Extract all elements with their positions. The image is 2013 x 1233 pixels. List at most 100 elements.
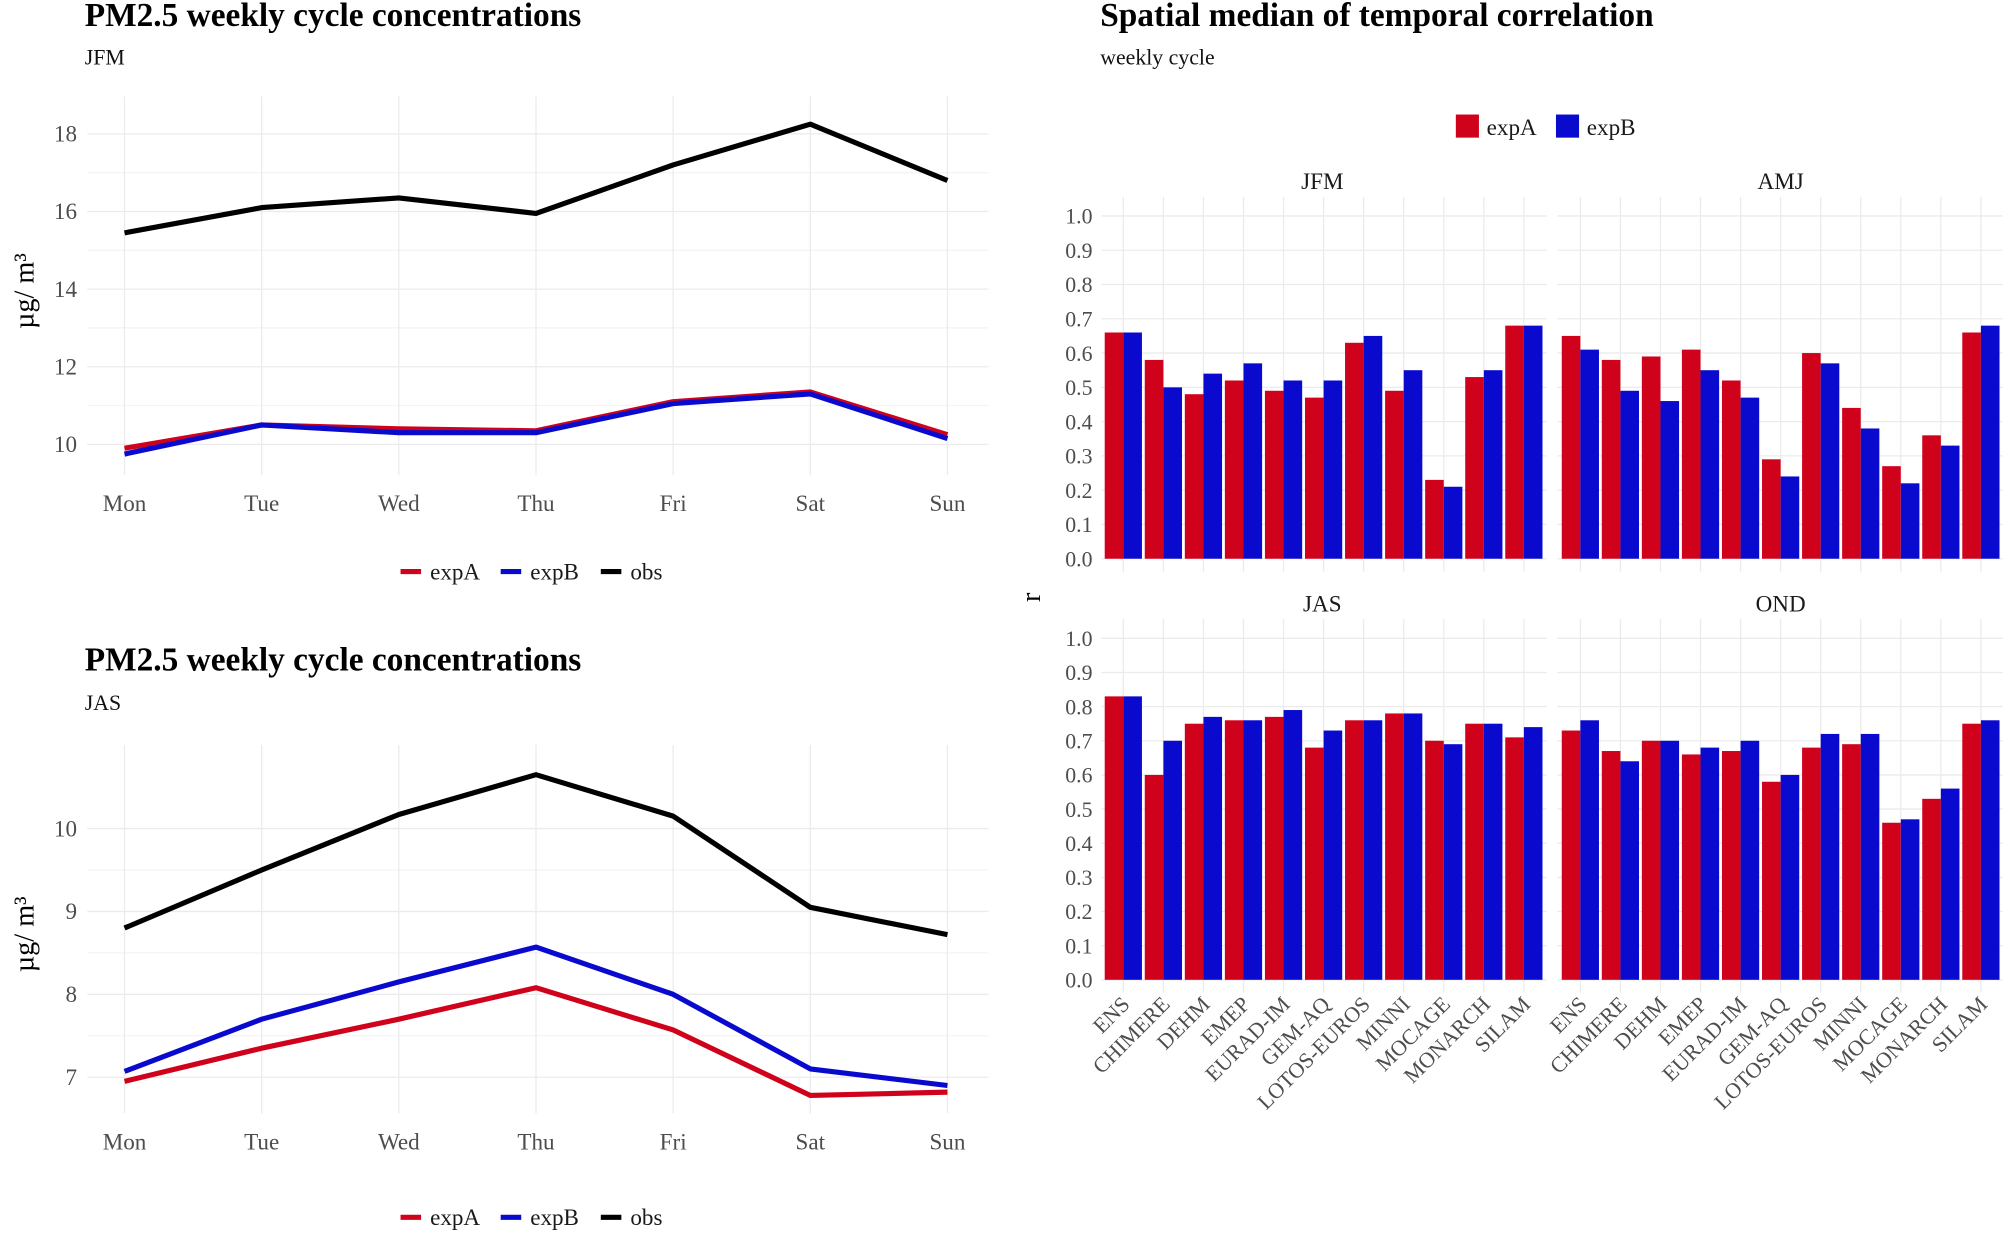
y-tick-label: 0.8	[1065, 695, 1092, 719]
y-tick-label: 0.7	[1065, 307, 1092, 331]
bar-expA	[1762, 459, 1781, 559]
y-tick-label: 0.4	[1065, 832, 1092, 856]
y-tick-label: 18	[54, 121, 77, 147]
bar-expA	[1802, 353, 1821, 559]
bar-expA	[1962, 723, 1981, 980]
bar-expA	[1681, 349, 1701, 559]
facet-strip-label: JFM	[1301, 168, 1343, 194]
bar-expB	[1700, 747, 1720, 980]
facet-strip-label: AMJ	[1758, 168, 1804, 194]
bar-expA	[1184, 394, 1204, 559]
bar-expA	[1465, 377, 1484, 559]
bar-expB	[1900, 483, 1920, 559]
bar-expA	[1882, 822, 1901, 980]
y-tick-label: 0.2	[1065, 900, 1092, 924]
bar-expB	[1243, 720, 1263, 980]
bar-expA	[1922, 798, 1941, 980]
y-tick-label: 0.0	[1065, 547, 1092, 571]
x-tick-label: Mon	[103, 490, 147, 516]
bar-expA	[1304, 397, 1324, 559]
chart-subtitle: JAS	[85, 691, 121, 715]
bar-expB	[1660, 401, 1680, 559]
bar-expB	[1363, 335, 1383, 559]
bar-expB	[1740, 397, 1760, 559]
bar-expB	[1780, 774, 1800, 980]
bar-expA	[1505, 325, 1524, 559]
x-tick-label: Fri	[660, 490, 687, 516]
bar-expA	[1922, 435, 1941, 559]
bar-expB	[1523, 727, 1543, 980]
line-chart-jas: PM2.5 weekly cycle concentrations JAS 7 8…	[9, 641, 989, 1230]
bar-expB	[1860, 733, 1880, 980]
legend-label-expB: expB	[530, 558, 579, 584]
bar-expB	[1940, 445, 1960, 559]
y-tick-label: 0.3	[1065, 866, 1092, 890]
y-tick-label: 0.7	[1065, 729, 1092, 753]
bar-expB	[1780, 476, 1800, 559]
legend-label-obs: obs	[630, 558, 662, 584]
bar-expB	[1580, 720, 1599, 980]
chart-subtitle: JFM	[85, 45, 125, 69]
bar-expA	[1721, 751, 1741, 980]
bar-expB	[1443, 486, 1463, 559]
bar-expB	[1620, 390, 1640, 559]
bar-expA	[1104, 696, 1124, 980]
bar-expB	[1740, 740, 1760, 980]
bar-expB	[1163, 740, 1182, 980]
legend-label-obs: obs	[630, 1204, 662, 1230]
bar-expA	[1104, 332, 1124, 559]
bar-expB	[1123, 696, 1142, 980]
bar-expB	[1523, 325, 1543, 559]
y-tick-label: 12	[54, 353, 77, 379]
chart-subtitle: weekly cycle	[1100, 45, 1214, 69]
bar-expB	[1860, 428, 1880, 559]
x-tick-label: Wed	[378, 1128, 420, 1154]
bar-expA	[1224, 720, 1244, 980]
bar-expB	[1163, 387, 1182, 559]
facet-strip-label: OND	[1756, 590, 1806, 616]
facet-strip-label: JAS	[1303, 590, 1342, 616]
bar-expB	[1900, 819, 1920, 980]
y-tick-label: 0.6	[1065, 764, 1092, 788]
bar-expA	[1264, 390, 1284, 559]
legend-label-expB: expB	[530, 1204, 579, 1230]
bar-expB	[1283, 710, 1303, 980]
bar-expA	[1144, 359, 1164, 559]
bar-expA	[1385, 713, 1404, 980]
bar-expA	[1425, 740, 1444, 980]
bar-expA	[1641, 740, 1661, 980]
x-tick-label: Wed	[378, 490, 420, 516]
facet-panel-JAS: JAS0.00.10.20.30.40.50.60.70.80.91.0ENSC…	[1065, 590, 1547, 1114]
x-tick-label: Sun	[929, 1128, 965, 1154]
x-tick-label: Fri	[660, 1128, 687, 1154]
line-chart-jfm: PM2.5 weekly cycle concentrations JFM 10…	[9, 0, 989, 584]
bar-expB	[1403, 370, 1423, 559]
x-tick-label: Thu	[517, 1128, 555, 1154]
y-tick-label: 10	[54, 431, 77, 457]
bar-expA	[1561, 335, 1581, 559]
bar-expB	[1820, 363, 1840, 559]
x-tick-label: Sat	[796, 490, 826, 516]
y-tick-label: 1.0	[1065, 205, 1092, 229]
legend-key-expA	[1455, 114, 1479, 138]
chart-title: Spatial median of temporal correlation	[1100, 0, 1654, 34]
bar-expA	[1681, 754, 1701, 980]
bar-expB	[1483, 723, 1503, 980]
bar-expA	[1641, 356, 1661, 559]
x-tick-label: Thu	[517, 490, 555, 516]
x-tick-label: Tue	[244, 490, 279, 516]
bar-expB	[1820, 733, 1840, 980]
y-tick-label: 0.4	[1065, 410, 1092, 434]
y-tick-label: 8	[65, 981, 77, 1007]
x-tick-label: Mon	[103, 1128, 147, 1154]
y-tick-label: 0.9	[1065, 239, 1092, 263]
legend-label-expA: expA	[430, 1204, 480, 1230]
bar-chart-correlation: Spatial median of temporal correlation w…	[1016, 0, 2003, 1114]
chart-title: PM2.5 weekly cycle concentrations	[85, 641, 582, 678]
bar-expA	[1842, 744, 1861, 980]
bar-expA	[1345, 342, 1364, 559]
bar-expB	[1483, 370, 1503, 559]
bar-expB	[1283, 380, 1303, 559]
y-tick-label: 0.1	[1065, 513, 1092, 537]
